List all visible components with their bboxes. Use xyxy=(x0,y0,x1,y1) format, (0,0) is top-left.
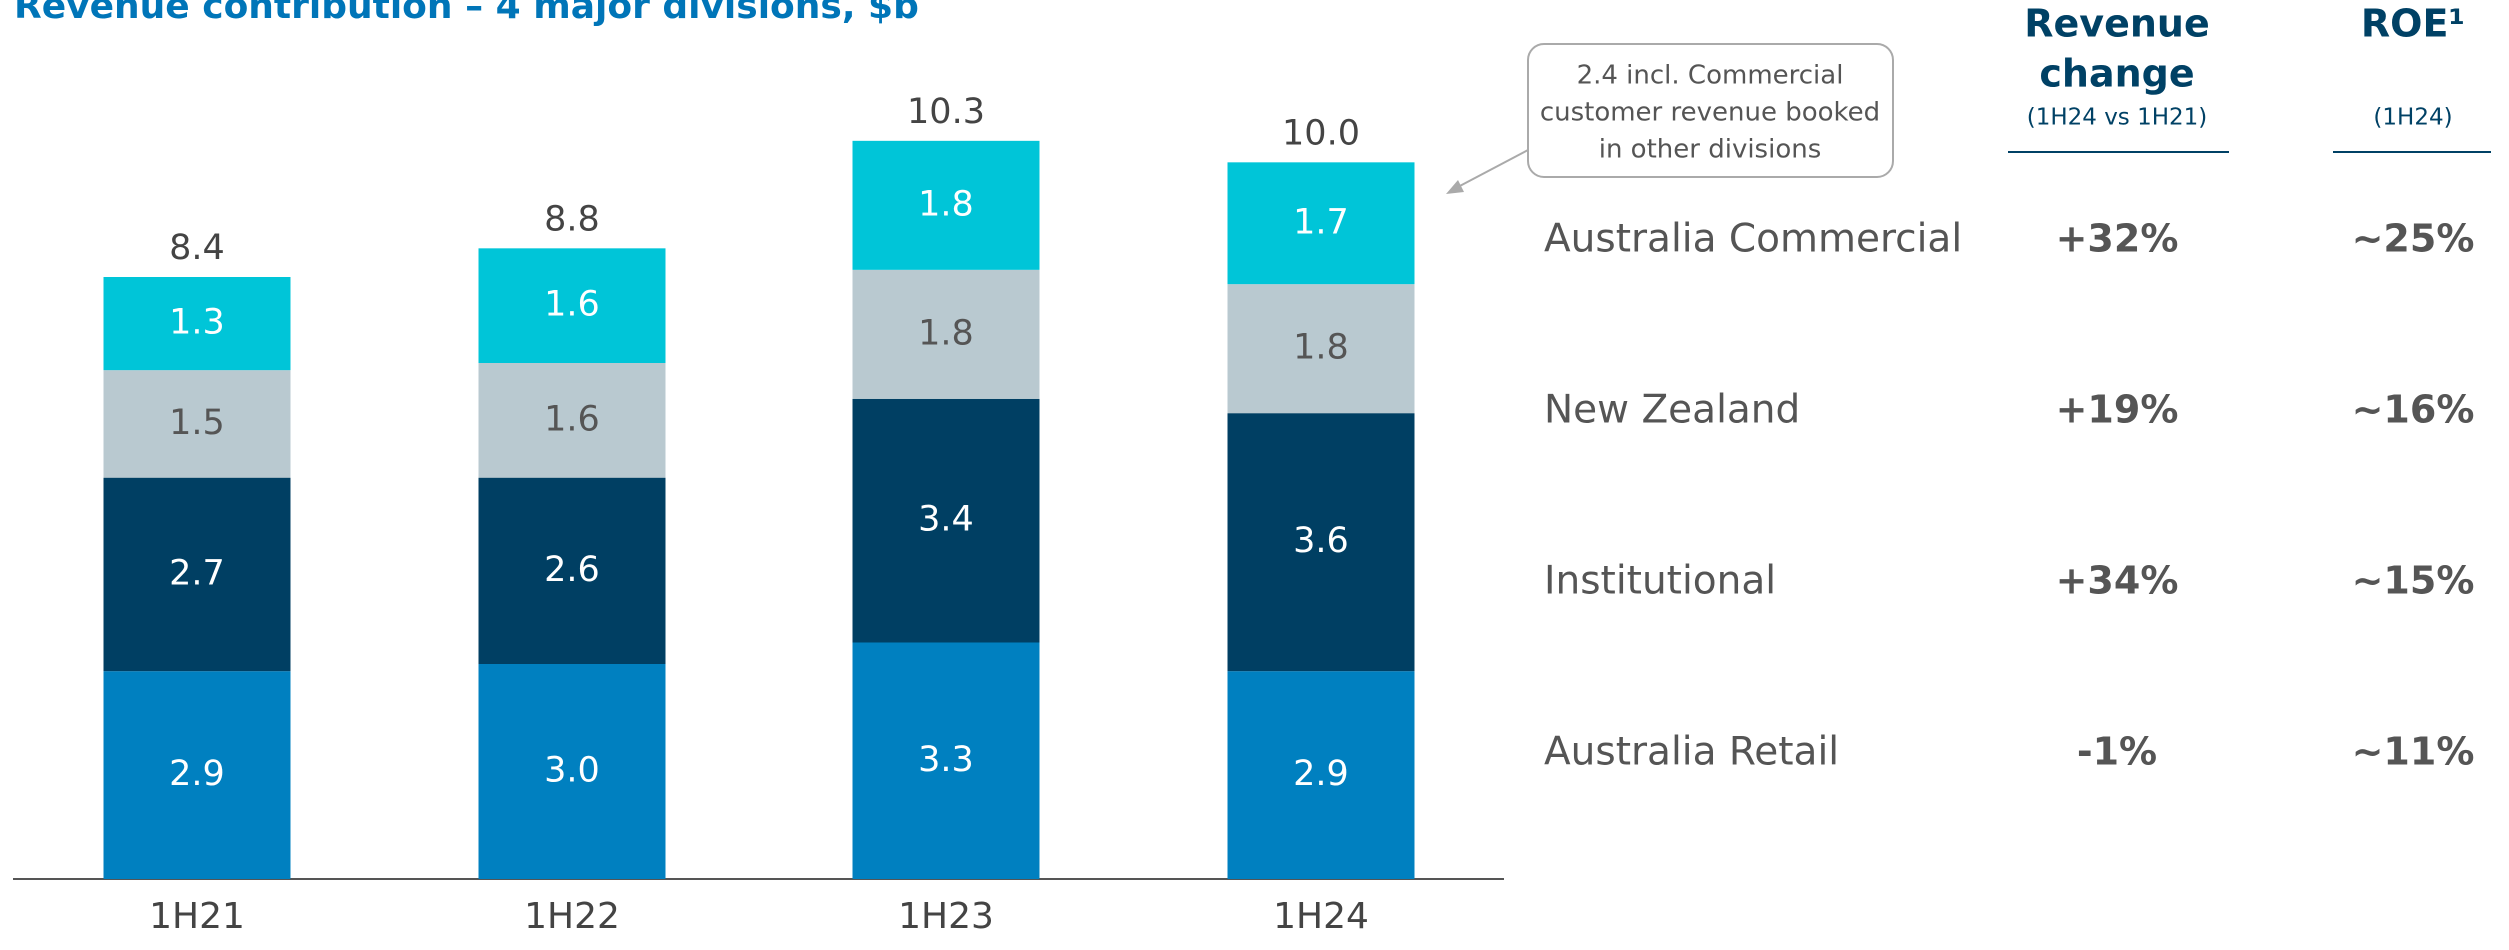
bar-segment xyxy=(1227,671,1415,879)
bar-label: 3.3 xyxy=(918,740,974,780)
bar-label: 1.6 xyxy=(544,285,600,325)
bar-segment xyxy=(103,277,291,371)
bar-label: 1.8 xyxy=(1293,328,1349,368)
bar-segment xyxy=(103,671,291,879)
cell: +32% xyxy=(2056,217,2179,261)
header-title: Revenue xyxy=(2024,2,2209,46)
total-label: 10.0 xyxy=(1282,113,1360,153)
bar-label: 2.9 xyxy=(1293,754,1349,794)
chart-title: Revenue contribution – 4 major divisions… xyxy=(14,0,919,27)
bar-label: 1.8 xyxy=(918,313,974,353)
total-label: 8.8 xyxy=(544,199,600,239)
row-label: Australia Commercial xyxy=(1544,217,1962,262)
row-label: Australia Retail xyxy=(1544,730,1839,775)
row-label: New Zealand xyxy=(1544,388,1800,433)
x-tick-label: 1H24 xyxy=(1273,896,1369,937)
bar-segment xyxy=(852,140,1040,270)
bar-label: 1.8 xyxy=(918,184,974,224)
bar-segment xyxy=(1227,284,1415,414)
bar-label: 3.4 xyxy=(918,500,974,540)
bar-segment xyxy=(103,370,291,478)
x-tick-label: 1H21 xyxy=(149,896,245,937)
bar-segment xyxy=(852,642,1040,879)
bar-segment xyxy=(478,477,666,664)
bar-label: 3.0 xyxy=(544,751,600,791)
header-subtitle: (1H24 vs 1H21) xyxy=(2027,105,2208,131)
bar-segment xyxy=(852,269,1040,399)
x-tick-label: 1H22 xyxy=(524,896,620,937)
annotation-arrow xyxy=(1455,149,1529,189)
bar-label: 2.6 xyxy=(544,550,600,590)
cell: ~11% xyxy=(2352,730,2475,774)
bar-label: 2.7 xyxy=(169,553,225,593)
bar-label: 2.9 xyxy=(169,754,225,794)
bar-segment xyxy=(478,363,666,478)
cell: -1% xyxy=(2077,730,2157,774)
cell: ~25% xyxy=(2352,217,2475,261)
bar-segment xyxy=(478,664,666,879)
bar-segment xyxy=(852,398,1040,643)
cell: ~16% xyxy=(2352,388,2475,432)
total-label: 10.3 xyxy=(907,92,985,132)
bar-label: 1.5 xyxy=(169,403,225,443)
bar-label: 1.6 xyxy=(544,399,600,439)
annotation-box xyxy=(1527,43,1894,178)
x-tick-label: 1H23 xyxy=(898,896,994,937)
arrow-head xyxy=(1446,180,1464,194)
bar-label: 1.3 xyxy=(169,303,225,343)
row-label: Institutional xyxy=(1544,559,1776,604)
cell: +19% xyxy=(2056,388,2179,432)
annotation-text: customer revenue booked xyxy=(1540,98,1880,128)
header-title: ROE¹ xyxy=(2361,2,2465,46)
total-label: 8.4 xyxy=(169,228,225,268)
bar-segment xyxy=(478,248,666,363)
header-subtitle: (1H24) xyxy=(2373,105,2452,131)
annotation-text: 2.4 incl. Commercial xyxy=(1577,61,1844,91)
header-title: change xyxy=(2039,52,2194,96)
annotation-text: in other divisions xyxy=(1599,135,1822,165)
bar-label: 1.7 xyxy=(1293,202,1349,242)
bar-segment xyxy=(1227,162,1415,285)
bar-segment xyxy=(1227,413,1415,672)
cell: +34% xyxy=(2056,559,2179,603)
bar-label: 3.6 xyxy=(1293,521,1349,561)
cell: ~15% xyxy=(2352,559,2475,603)
bar-segment xyxy=(103,477,291,672)
